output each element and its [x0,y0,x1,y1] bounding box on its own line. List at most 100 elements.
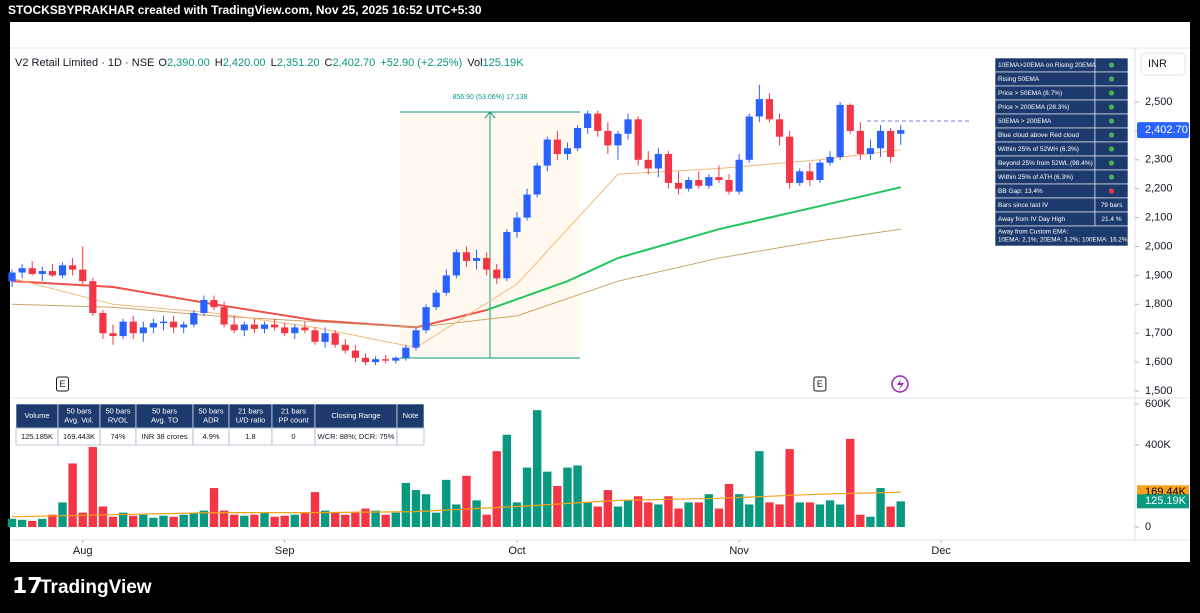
candle-body [321,333,329,342]
candle-body [159,321,168,324]
volume-bar [310,492,320,527]
candle-body [543,139,551,166]
legend-part: O [158,57,167,69]
y-tick-label: 1,600 [1145,356,1173,368]
info-label: Within 25% of 52WH (6.3%) [998,146,1079,153]
volume-bar [401,482,411,527]
legend-part: C [325,57,333,69]
volume-bar [179,514,188,527]
info-label: Blue cloud above Red cloud [998,132,1079,139]
volume-bar [734,494,744,527]
candle-body [392,357,400,361]
candle-body [139,327,147,334]
volume-bar [270,516,279,527]
info-label: Bars since last IV [998,202,1049,209]
volume-bar [563,467,572,527]
candle-body [361,357,370,363]
candle-body [69,265,77,270]
legend: V2 Retail Limited · 1D · NSE O2,390.00 H2,… [15,57,524,69]
legend-part: 125.19K [483,57,525,69]
volume-bar [876,488,885,527]
volume-bar [78,512,87,527]
y-tick-label: 2,200 [1145,183,1173,195]
stats-header: 50 bars [66,406,91,415]
legend-part: Vol [467,57,482,69]
info-status [1108,174,1115,180]
volume-label: 125.19K [1145,495,1187,507]
candle-body [563,148,572,155]
candle-body [89,281,97,313]
candle-body [523,194,531,218]
volume-bar [532,410,542,527]
candle-body [664,154,673,183]
candle-body [190,312,198,325]
info-status [1108,90,1115,96]
volume-bar [411,490,421,527]
candle-body [48,271,57,276]
volume-bar [694,502,703,527]
candle-body [220,307,228,325]
candle-body [180,324,188,328]
candle-body [8,272,16,282]
volume-bar [785,449,794,527]
volume-bar [482,514,491,527]
volume-bar [856,514,865,527]
volume-bar [431,512,441,527]
volume-bar [341,514,350,527]
candle-body [200,299,208,313]
candle-body [462,252,471,261]
candle-body [210,299,218,308]
currency-box[interactable] [1140,52,1186,76]
candle-body [755,99,763,117]
candle-body [412,330,420,348]
volume-bar [280,515,289,527]
candle-body [129,321,137,334]
event-box [56,376,70,392]
candle-body [260,324,269,329]
volume-bar [543,471,552,527]
candle-body [594,113,602,131]
candle-body [584,113,592,129]
volume-bar [805,502,815,527]
candle-body [503,232,511,279]
info-status [1108,132,1115,138]
stats-value: 169.443K [63,432,95,441]
volume-bar [553,486,562,527]
candle-body [291,327,299,334]
candle-body [856,130,864,155]
legend-part: L [271,57,277,69]
candle-body [705,177,713,186]
vol-tick-label: 400K [1145,439,1171,451]
stats-header: ADR [203,415,219,424]
volume-bar [149,517,158,527]
candle-body [573,128,582,149]
candle-body [634,119,642,160]
volume-bar [229,514,239,527]
candle-body [786,136,794,183]
stats-header: Avg. Vol. [64,415,93,424]
x-tick-label: Oct [508,545,525,557]
info-footer-text: 10EMA: 2.1%; 20EMA: 3.2%; 100EMA: 16.2% [998,237,1128,244]
stats-header: Volume [24,411,49,420]
stats-header: Avg. TO [151,415,178,424]
volume-bar [240,515,249,527]
candle-body [685,180,693,189]
price-label-bg [1137,122,1189,139]
candle-body [281,327,289,334]
candle-body [402,347,410,358]
volume-bar [320,510,330,527]
candle-body [735,159,743,192]
volume-bar [330,512,340,527]
volume-bar [492,451,501,527]
candle-body [311,330,319,342]
y-tick-label: 1,500 [1145,385,1173,397]
volume-bar [775,504,784,527]
y-tick-label: 1,700 [1145,327,1173,339]
volume-bar [462,475,471,527]
volume-bar [17,519,27,527]
volume-bar [250,514,259,527]
alert-icon[interactable] [891,375,909,393]
volume-bar [512,502,522,527]
y-tick-label: 2,100 [1145,212,1173,224]
